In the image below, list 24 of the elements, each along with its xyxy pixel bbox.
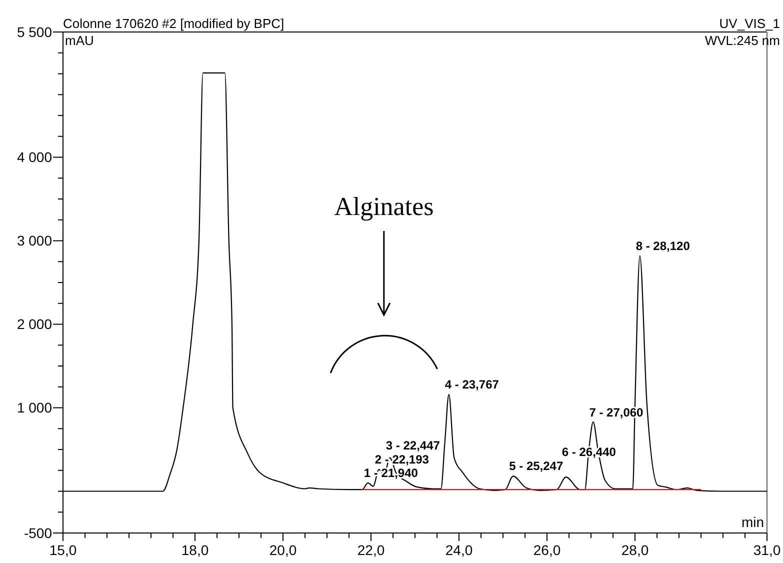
- x-tick-label: 31,0: [753, 542, 781, 558]
- x-tick-label: 22,0: [357, 542, 385, 558]
- annotation: 8 - 28,120: [636, 238, 690, 253]
- y-tick-label: 3 000: [16, 232, 52, 249]
- x-tick-label: 26,0: [533, 542, 561, 558]
- y-tick-label: -500: [24, 524, 52, 541]
- y-tick-label: 1 000: [16, 400, 52, 416]
- x-tick-label: 15,0: [49, 542, 77, 558]
- annotation: WVL:245 nm: [704, 33, 780, 48]
- x-tick-label: 18,0: [181, 542, 209, 558]
- chart-subtitle: UV_VIS_1: [719, 16, 780, 31]
- x-tick-label: 24,0: [445, 542, 473, 558]
- chart-title: Colonne 170620 #2 [modified by BPC]: [63, 16, 284, 31]
- y-tick-label: 2 000: [16, 316, 52, 332]
- annotation: 3 - 22,447: [386, 438, 440, 453]
- x-axis-title: min: [741, 514, 764, 530]
- y-axis-title: mAU: [65, 33, 94, 48]
- annotation: Alginates: [334, 192, 434, 221]
- annotation: 4 - 23,767: [444, 377, 500, 392]
- y-tick-label: 5 500: [16, 24, 52, 40]
- annotation: 5 - 25,247: [509, 459, 564, 474]
- y-tick-label: 4 000: [16, 149, 52, 166]
- x-tick-label: 20,0: [269, 542, 297, 558]
- x-tick-label: 28,0: [621, 542, 649, 558]
